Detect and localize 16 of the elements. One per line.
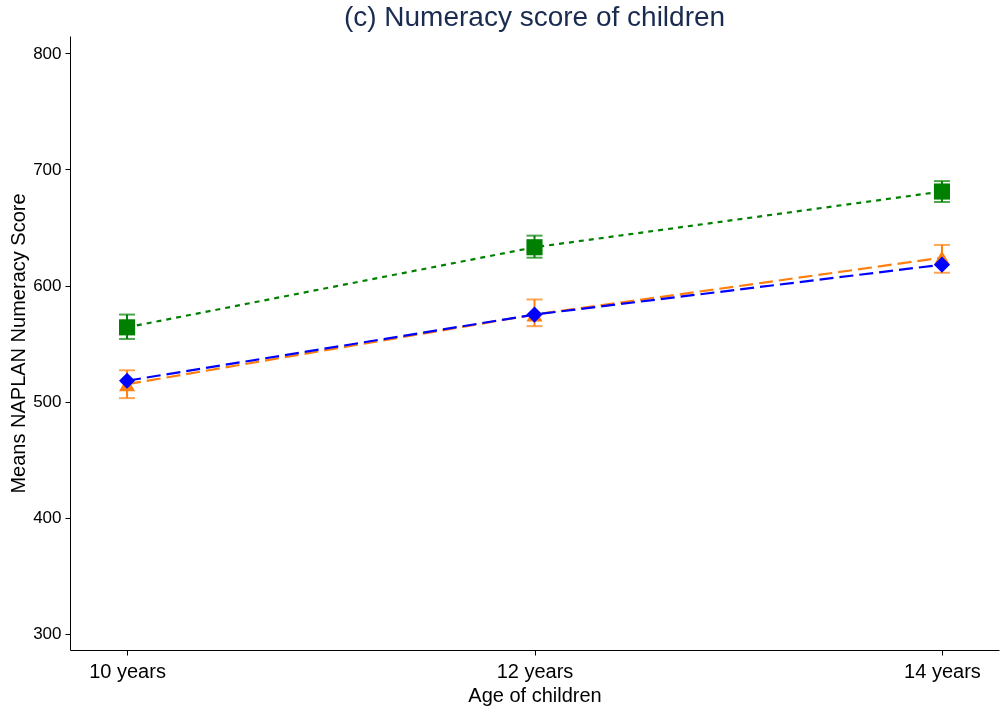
y-tick-label: 400 bbox=[33, 508, 62, 528]
y-tick-label: 300 bbox=[33, 624, 62, 644]
x-tick-label: 14 years bbox=[904, 659, 981, 682]
x-axis-title: Age of children bbox=[468, 683, 602, 706]
y-tick-label: 800 bbox=[33, 43, 62, 63]
x-tick-label: 10 years bbox=[89, 659, 166, 682]
point bbox=[118, 319, 136, 336]
y-tick-label: 700 bbox=[33, 159, 62, 179]
y-axis-title: Means NAPLAN Numeracy Score bbox=[7, 193, 30, 494]
point bbox=[526, 239, 543, 256]
x-tick-label: 12 years bbox=[496, 659, 574, 682]
y-tick-label: 600 bbox=[33, 276, 62, 296]
point bbox=[118, 372, 136, 389]
chart-title: (c) Numeracy score of children bbox=[343, 1, 726, 32]
y-tick-label: 500 bbox=[33, 392, 62, 412]
point bbox=[933, 256, 951, 273]
